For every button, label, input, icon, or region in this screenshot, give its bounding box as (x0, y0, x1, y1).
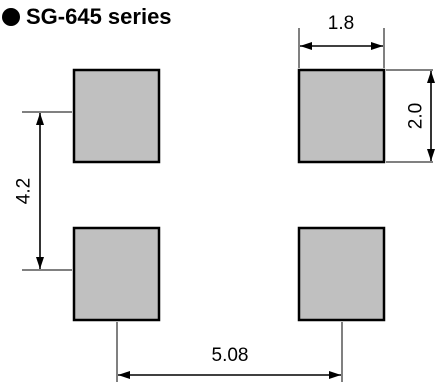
diagram-title: SG-645 series (26, 4, 172, 29)
horizontal-pitch-label: 5.08 (212, 345, 249, 366)
vertical-pitch-label: 4.2 (14, 178, 35, 204)
pad-bottom-right (297, 226, 386, 322)
pad-top-right (297, 68, 386, 164)
pad-bottom-left (72, 226, 161, 322)
pad-height-label: 2.0 (406, 103, 427, 129)
pad-width-label: 1.8 (328, 13, 354, 34)
pad-top-left (72, 68, 161, 164)
bullet-dot-icon (2, 8, 20, 26)
title-block: SG-645 series (2, 4, 172, 30)
